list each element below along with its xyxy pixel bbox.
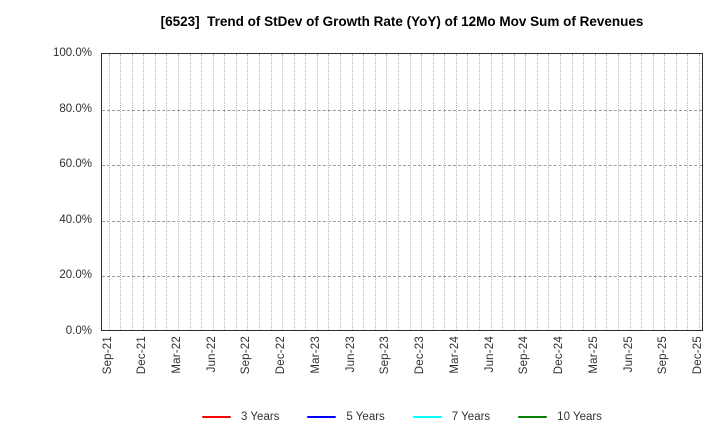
y-tick-label: 60.0% — [59, 158, 92, 171]
x-tick-label: Sep-22 — [240, 336, 253, 375]
x-gridline — [143, 54, 145, 330]
x-gridline — [536, 54, 538, 330]
x-gridline — [664, 54, 666, 330]
legend-item-3-years: 3 Years — [202, 411, 279, 423]
x-gridline — [201, 54, 203, 330]
x-gridline — [455, 54, 457, 330]
x-tick-label: Jun-22 — [205, 336, 218, 373]
x-tick-label: Jun-23 — [344, 336, 357, 373]
x-gridline — [583, 54, 585, 330]
x-gridline — [490, 54, 492, 330]
legend-line-swatch — [518, 415, 548, 419]
x-gridline — [652, 54, 654, 330]
x-tick-label: Mar-22 — [170, 336, 183, 374]
chart-title: [6523] Trend of StDev of Growth Rate (Yo… — [160, 14, 644, 29]
x-gridline — [154, 54, 156, 330]
x-gridline — [502, 54, 504, 330]
x-gridline — [548, 54, 550, 330]
x-gridline — [108, 54, 110, 330]
x-gridline — [606, 54, 608, 330]
x-gridline — [328, 54, 330, 330]
x-gridline — [409, 54, 411, 330]
x-gridline — [397, 54, 399, 330]
x-gridline — [617, 54, 619, 330]
legend-label: 5 Years — [346, 411, 385, 423]
plot-area — [101, 53, 703, 331]
x-gridline — [166, 54, 168, 330]
x-gridline — [259, 54, 261, 330]
x-tick-label: Sep-24 — [518, 336, 531, 375]
y-tick-label: 40.0% — [59, 213, 92, 226]
x-gridline — [386, 54, 388, 330]
x-tick-label: Sep-23 — [379, 336, 392, 375]
x-tick-label: Mar-24 — [448, 336, 461, 374]
x-gridline — [594, 54, 596, 330]
x-gridline — [212, 54, 214, 330]
y-tick-label: 100.0% — [52, 47, 92, 59]
x-tick-label: Mar-25 — [587, 336, 600, 374]
x-tick-label: Jun-25 — [622, 336, 635, 373]
x-gridline — [235, 54, 237, 330]
x-tick-label: Dec-24 — [553, 336, 566, 375]
x-gridline — [421, 54, 423, 330]
legend-line-swatch — [202, 415, 232, 419]
x-gridline — [351, 54, 353, 330]
x-gridline — [571, 54, 573, 330]
x-gridline — [177, 54, 179, 330]
x-gridline — [247, 54, 249, 330]
y-gridline — [102, 276, 702, 278]
y-gridline — [102, 165, 702, 167]
x-gridline — [641, 54, 643, 330]
x-gridline — [432, 54, 434, 330]
x-gridline — [525, 54, 527, 330]
legend-line-swatch — [307, 415, 337, 419]
legend-label: 7 Years — [451, 411, 491, 423]
legend-label: 3 Years — [241, 411, 280, 423]
x-gridline — [699, 54, 700, 330]
x-gridline — [675, 54, 677, 330]
x-gridline — [131, 54, 133, 330]
x-tick-label: Sep-25 — [657, 336, 670, 375]
x-tick-label: Dec-23 — [414, 336, 427, 375]
x-gridline — [687, 54, 689, 330]
x-gridline — [513, 54, 515, 330]
x-gridline — [224, 54, 226, 330]
x-gridline — [560, 54, 562, 330]
legend: 3 Years 5 Years 7 Years 10 Years — [101, 405, 703, 429]
x-gridline — [467, 54, 469, 330]
x-gridline — [293, 54, 295, 330]
x-gridline — [270, 54, 272, 330]
x-gridline — [444, 54, 446, 330]
x-gridline — [282, 54, 284, 330]
legend-line-swatch — [412, 415, 442, 419]
x-gridline — [120, 54, 122, 330]
x-gridline — [363, 54, 365, 330]
x-gridline — [189, 54, 191, 330]
legend-item-7-years: 7 Years — [412, 411, 491, 423]
y-gridline — [102, 220, 702, 222]
x-gridline — [340, 54, 342, 330]
x-tick-label: Jun-24 — [483, 336, 496, 373]
legend-item-10-years: 10 Years — [518, 411, 602, 423]
legend-label: 10 Years — [557, 411, 602, 423]
x-gridline — [305, 54, 307, 330]
x-tick-label: Dec-21 — [136, 336, 149, 375]
legend-item-5-years: 5 Years — [307, 411, 385, 423]
x-gridline — [316, 54, 318, 330]
x-tick-label: Mar-23 — [309, 336, 322, 374]
x-tick-label: Dec-22 — [275, 336, 288, 375]
y-tick-label: 80.0% — [59, 102, 92, 115]
x-gridline — [479, 54, 480, 330]
y-gridline — [102, 109, 702, 111]
y-tick-label: 0.0% — [65, 325, 92, 337]
y-tick-label: 20.0% — [59, 269, 92, 282]
x-tick-label: Dec-25 — [692, 336, 704, 375]
x-tick-label: Sep-21 — [101, 336, 114, 375]
x-gridline — [374, 54, 376, 330]
x-gridline — [629, 54, 631, 330]
